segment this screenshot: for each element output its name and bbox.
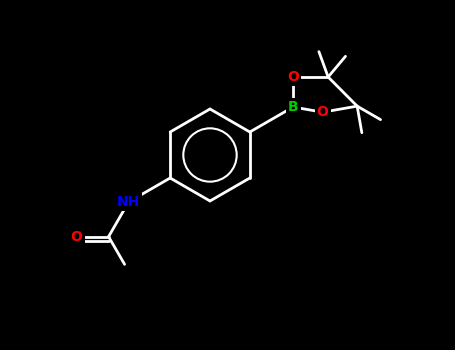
- Text: NH: NH: [117, 195, 140, 209]
- Text: O: O: [287, 70, 299, 84]
- Text: B: B: [288, 100, 298, 114]
- Text: O: O: [71, 230, 82, 244]
- Text: O: O: [317, 105, 329, 119]
